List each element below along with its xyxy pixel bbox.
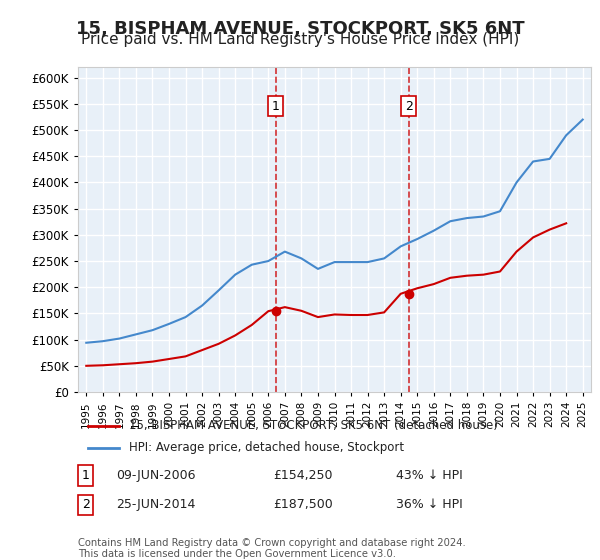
Text: £154,250: £154,250 bbox=[273, 469, 332, 482]
Text: £187,500: £187,500 bbox=[273, 498, 332, 511]
Text: 15, BISPHAM AVENUE, STOCKPORT, SK5 6NT: 15, BISPHAM AVENUE, STOCKPORT, SK5 6NT bbox=[76, 20, 524, 38]
Text: 1: 1 bbox=[272, 100, 280, 113]
Text: Price paid vs. HM Land Registry's House Price Index (HPI): Price paid vs. HM Land Registry's House … bbox=[81, 32, 519, 48]
Text: 43% ↓ HPI: 43% ↓ HPI bbox=[396, 469, 463, 482]
Text: 09-JUN-2006: 09-JUN-2006 bbox=[116, 469, 196, 482]
Text: 1: 1 bbox=[82, 469, 89, 482]
Text: 15, BISPHAM AVENUE, STOCKPORT, SK5 6NT (detached house): 15, BISPHAM AVENUE, STOCKPORT, SK5 6NT (… bbox=[130, 419, 498, 432]
Text: HPI: Average price, detached house, Stockport: HPI: Average price, detached house, Stoc… bbox=[130, 441, 404, 454]
Text: Contains HM Land Registry data © Crown copyright and database right 2024.
This d: Contains HM Land Registry data © Crown c… bbox=[78, 538, 466, 559]
Text: 2: 2 bbox=[404, 100, 413, 113]
Text: 2: 2 bbox=[82, 498, 89, 511]
Text: 36% ↓ HPI: 36% ↓ HPI bbox=[396, 498, 463, 511]
Text: 25-JUN-2014: 25-JUN-2014 bbox=[116, 498, 196, 511]
